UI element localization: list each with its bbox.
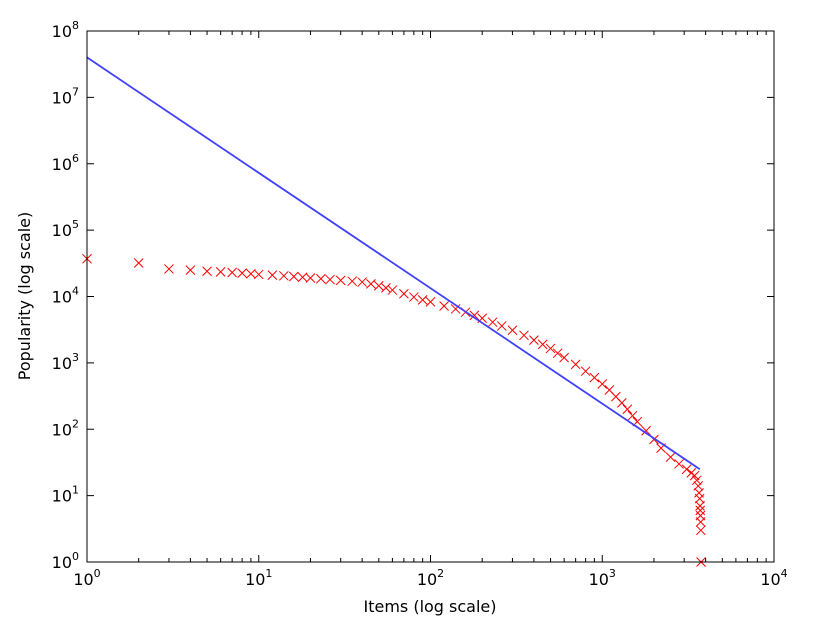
data-point-marker xyxy=(487,317,498,328)
data-point-marker xyxy=(665,452,676,462)
y-tick: 105 xyxy=(52,218,774,240)
data-point-marker xyxy=(597,379,608,389)
data-point-marker xyxy=(627,410,638,421)
y-tick: 106 xyxy=(52,152,774,174)
data-point-marker xyxy=(570,359,581,370)
y-tick: 103 xyxy=(52,351,774,373)
data-point-marker xyxy=(246,268,256,279)
x-tick-label: 100 xyxy=(73,567,100,589)
y-tick-label: 101 xyxy=(52,484,79,506)
data-point-marker xyxy=(325,274,335,285)
y-tick-label: 103 xyxy=(52,351,79,373)
plot-frame xyxy=(86,30,775,563)
y-tick: 101 xyxy=(52,484,774,506)
data-point-marker xyxy=(689,470,700,481)
y-tick: 104 xyxy=(52,285,774,307)
data-point-marker xyxy=(335,275,346,286)
x-tick: 100 xyxy=(73,31,252,589)
data-point-marker xyxy=(580,366,591,377)
data-point-marker xyxy=(316,273,326,284)
y-tick-label: 108 xyxy=(52,19,79,41)
data-point-marker xyxy=(529,335,539,346)
data-point-marker xyxy=(552,348,563,359)
x-tick: 104 xyxy=(760,31,788,589)
data-point-marker xyxy=(519,330,529,341)
y-tick: 107 xyxy=(52,85,774,107)
data-point-marker xyxy=(616,397,627,408)
data-point-marker xyxy=(507,325,518,336)
data-point-marker xyxy=(366,279,376,289)
y-tick-label: 104 xyxy=(52,285,79,307)
data-point-marker xyxy=(691,475,702,486)
data-point-marker xyxy=(695,525,706,536)
data-point-marker xyxy=(469,310,480,321)
x-tick-label: 103 xyxy=(589,567,616,589)
y-axis-ticks: 100 101 102 103 104 105 106 107 108 xyxy=(52,19,774,572)
x-axis-ticks: 100 101 102 103 104 xyxy=(73,31,788,589)
x-tick-label: 104 xyxy=(760,567,787,589)
data-point-marker xyxy=(347,276,358,287)
data-point-marker xyxy=(237,268,247,278)
data-point-marker xyxy=(305,273,316,283)
y-axis-label: Popularity (log scale) xyxy=(15,212,34,380)
y-tick: 108 xyxy=(52,19,774,41)
data-point-marker xyxy=(278,270,289,281)
y-tick-label: 105 xyxy=(52,218,79,240)
data-point-marker xyxy=(357,277,368,287)
y-tick-label: 102 xyxy=(52,417,79,439)
data-point-marker xyxy=(373,280,384,291)
data-point-marker xyxy=(559,352,570,363)
data-point-marker xyxy=(215,267,226,277)
y-tick: 100 xyxy=(52,550,774,572)
data-point-marker xyxy=(695,501,705,511)
data-point-marker xyxy=(409,292,419,302)
data-point-marker xyxy=(545,343,556,354)
data-point-marker xyxy=(164,264,174,274)
data-point-marker xyxy=(674,459,684,469)
data-point-marker xyxy=(227,267,237,278)
data-point-marker xyxy=(387,285,398,295)
data-point-marker xyxy=(399,288,409,299)
x-tick-label: 101 xyxy=(245,567,272,589)
data-point-marker xyxy=(185,265,196,275)
data-point-marker xyxy=(695,517,706,527)
data-point-marker xyxy=(589,372,600,383)
data-point-marker xyxy=(695,505,706,516)
data-point-marker xyxy=(202,266,212,277)
y-tick-label: 106 xyxy=(52,152,79,174)
data-point-marker xyxy=(641,425,651,436)
data-point-marker xyxy=(496,321,507,331)
data-point-marker xyxy=(622,404,633,415)
y-tick-label: 100 xyxy=(52,550,79,572)
data-point-marker xyxy=(450,304,461,314)
data-point-marker xyxy=(537,339,548,350)
y-tick-label: 107 xyxy=(52,85,79,107)
data-point-marker xyxy=(439,301,449,311)
x-tick: 101 xyxy=(245,31,424,589)
fit-line xyxy=(86,56,701,470)
data-point-marker xyxy=(133,258,144,268)
data-point-marker xyxy=(381,282,391,293)
fit-line-series xyxy=(86,56,701,470)
data-point-marker xyxy=(253,269,264,280)
data-point-marker xyxy=(288,271,299,282)
x-tick: 103 xyxy=(589,31,767,589)
x-tick: 102 xyxy=(417,31,595,589)
data-point-marker xyxy=(425,297,436,307)
y-tick: 102 xyxy=(52,417,774,439)
data-point-marker xyxy=(417,295,428,305)
data-point-marker xyxy=(297,272,308,283)
data-point-marker xyxy=(681,464,692,475)
x-axis-label: Items (log scale) xyxy=(363,597,496,616)
x-tick-label: 102 xyxy=(417,567,444,589)
data-point-marker xyxy=(267,270,278,280)
data-point-marker xyxy=(694,493,705,504)
